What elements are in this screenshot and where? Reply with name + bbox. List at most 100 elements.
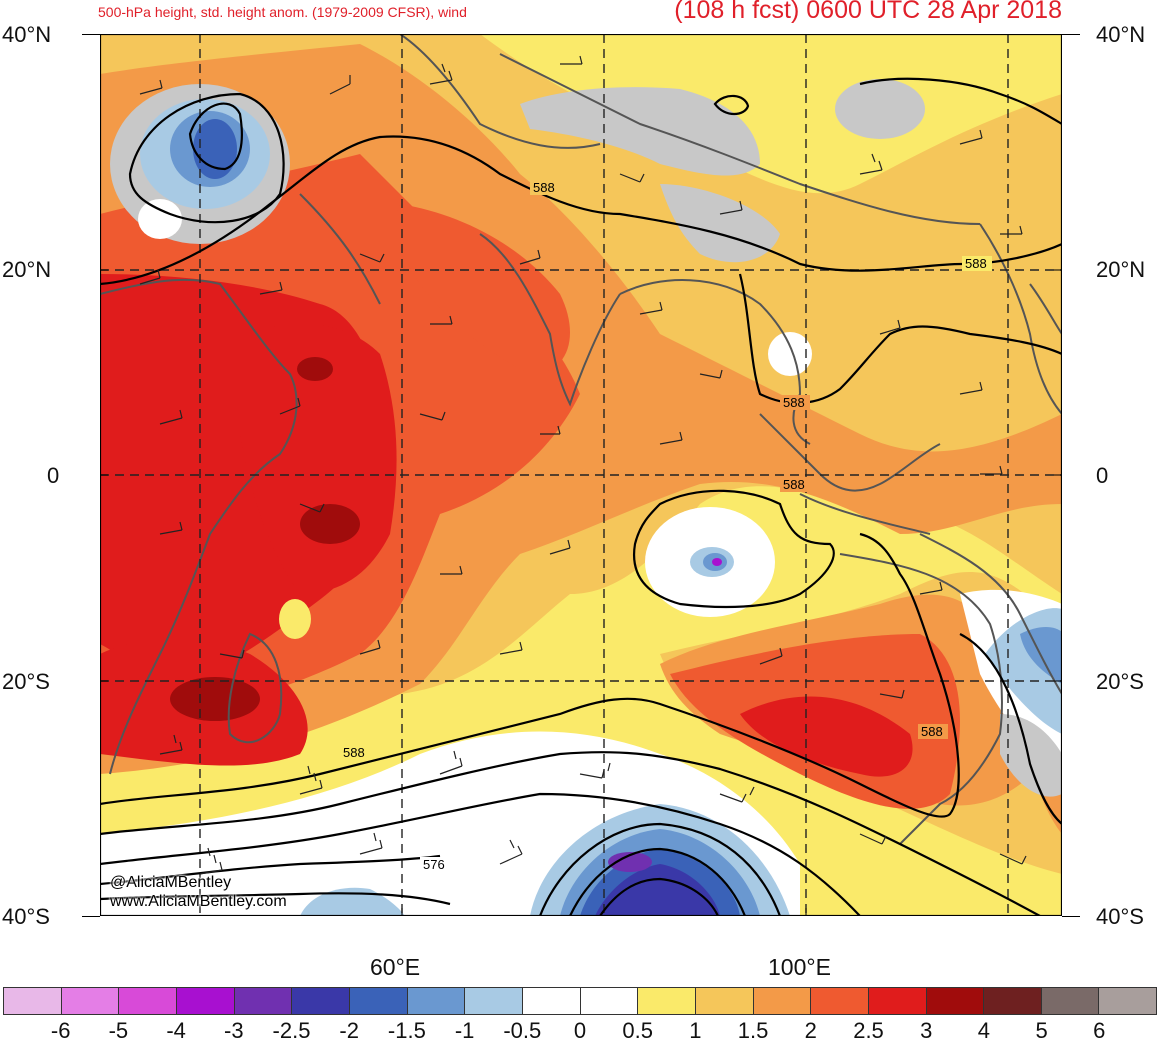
colorbar-swatch <box>407 988 466 1014</box>
colorbar-swatch <box>695 988 754 1014</box>
anomaly-2p0-india <box>396 204 570 374</box>
contour-label-7: 576 <box>423 857 445 872</box>
lat-label-eq-left: 0 <box>47 463 60 488</box>
colorbar-label: 2 <box>804 1018 817 1043</box>
colorbar-label: -0.5 <box>503 1018 542 1043</box>
contour-label-2: 588 <box>965 256 987 271</box>
colorbar-swatch <box>1041 988 1100 1014</box>
credit-handle: @AliciaMBentley <box>110 874 232 891</box>
colorbar-swatch <box>61 988 120 1014</box>
colorbar-swatch <box>234 988 293 1014</box>
tick-40n-right <box>1062 34 1080 35</box>
frame-ticks <box>100 269 1062 916</box>
colorbar-swatch <box>580 988 639 1014</box>
anomaly-3p0-blob-center <box>300 504 360 544</box>
anomaly-3p0-blob-madagascar <box>170 677 260 721</box>
colorbar-label: 0.5 <box>622 1018 653 1043</box>
credit-url: www.AliciaMBentley.com <box>110 893 287 910</box>
contour-nw-low-inner <box>188 102 243 171</box>
northwest-low-anomaly-1p5 <box>193 119 237 179</box>
colorbar-label: 2.5 <box>853 1018 884 1043</box>
lat-lon-grid <box>100 34 1062 916</box>
indochina-white-patch <box>768 332 812 376</box>
contour-labels: 588 588 588 588 588 588 576 <box>340 180 992 872</box>
contour-588-south <box>100 532 960 818</box>
coastlines <box>100 34 1062 845</box>
credit-block: @AliciaMBentley www.AliciaMBentley.com <box>110 873 287 911</box>
colorbar-label: 0 <box>573 1018 587 1043</box>
colorbar-swatch <box>811 988 869 1014</box>
north-china-grey-patch <box>835 79 925 139</box>
colorbar-label: 1.5 <box>737 1018 769 1043</box>
colorbar-swatch <box>926 988 985 1014</box>
colorbar-swatch <box>638 988 696 1014</box>
anomaly-3p0-blob-north <box>297 357 333 381</box>
contour-nw-low-outer <box>128 92 285 224</box>
colorbar-label: 1 <box>689 1018 702 1043</box>
colorbar-swatch <box>868 988 927 1014</box>
colorbar-swatch <box>522 988 581 1014</box>
lat-label-40n-left: 40°N <box>2 22 52 47</box>
contour-572 <box>100 892 451 906</box>
contour-588-tc <box>633 489 835 609</box>
colorbar-swatch <box>4 988 62 1014</box>
height-contours <box>100 77 1062 916</box>
colorbar-label: -2.5 <box>272 1018 311 1043</box>
contour-label-1: 588 <box>533 180 555 195</box>
indian-ocean-map: 588 588 588 588 588 588 576 <box>100 34 1062 916</box>
tibet-grey-patch <box>520 87 760 176</box>
colorbar-label: 3 <box>920 1018 933 1043</box>
colorbar-label: -1 <box>454 1018 475 1043</box>
colorbar-swatch <box>984 988 1042 1014</box>
colorbar <box>3 987 1157 1015</box>
map-title-right: (108 h fcst) 0600 UTC 28 Apr 2018 <box>674 0 1062 24</box>
lat-label-20n-right: 20°N <box>1096 257 1146 282</box>
contour-576 <box>100 854 441 886</box>
lat-label-40n-right: 40°N <box>1096 22 1146 47</box>
contour-584 <box>100 751 1041 916</box>
lat-label-40s-left: 40°S <box>2 904 50 929</box>
northwest-low-white-patch <box>138 199 182 239</box>
colorbar-swatch <box>292 988 350 1014</box>
colorbar-label: -5 <box>108 1018 129 1043</box>
wind-barbs <box>139 55 1027 875</box>
southern-trough-core <box>608 852 652 872</box>
colorbar-swatch <box>465 988 523 1014</box>
map-title-left: 500-hPa height, std. height anom. (1979-… <box>98 4 467 20</box>
contour-label-5: 588 <box>921 724 943 739</box>
colorbar-label: 6 <box>1093 1018 1106 1043</box>
colorbar-label: -1.5 <box>387 1018 426 1043</box>
lat-label-eq-right: 0 <box>1096 463 1109 488</box>
contour-east-south <box>959 633 1062 825</box>
colorbar-swatch <box>1099 988 1157 1014</box>
colorbar-label: -3 <box>224 1018 244 1043</box>
contour-label-3: 588 <box>783 395 805 410</box>
colorbar-swatch <box>753 988 812 1014</box>
lat-label-40s-right: 40°S <box>1096 904 1144 929</box>
tick-40s-left <box>82 916 100 917</box>
lat-label-20s-right: 20°S <box>1096 669 1144 694</box>
lat-label-20s-left: 20°S <box>2 669 50 694</box>
contour-588-indochina <box>738 273 1062 405</box>
contour-trough-1 <box>538 822 782 916</box>
contour-trough-2 <box>569 847 747 916</box>
lon-label-60e: 60°E <box>370 954 421 980</box>
colorbar-swatch <box>119 988 177 1014</box>
contour-label-6: 588 <box>343 745 365 760</box>
east-grey-patch <box>1000 714 1062 797</box>
tick-40n-left <box>82 34 100 35</box>
lat-label-20n-left: 20°N <box>2 257 52 282</box>
contour-small-tibet <box>713 94 750 116</box>
anomaly-2p5-australia-west <box>740 696 913 777</box>
tick-40s-right <box>1062 916 1080 917</box>
colorbar-swatch <box>176 988 235 1014</box>
contour-580 <box>100 792 861 916</box>
madagascar-yellow-spot <box>279 599 311 639</box>
colorbar-swatch <box>349 988 408 1014</box>
colorbar-label: -2 <box>339 1018 359 1043</box>
colorbar-label: -4 <box>166 1018 186 1043</box>
colorbar-label: 4 <box>977 1018 991 1043</box>
cyclone-anomaly-core <box>712 558 722 566</box>
colorbar-label: -6 <box>50 1018 71 1043</box>
lon-label-100e: 100°E <box>768 954 831 980</box>
